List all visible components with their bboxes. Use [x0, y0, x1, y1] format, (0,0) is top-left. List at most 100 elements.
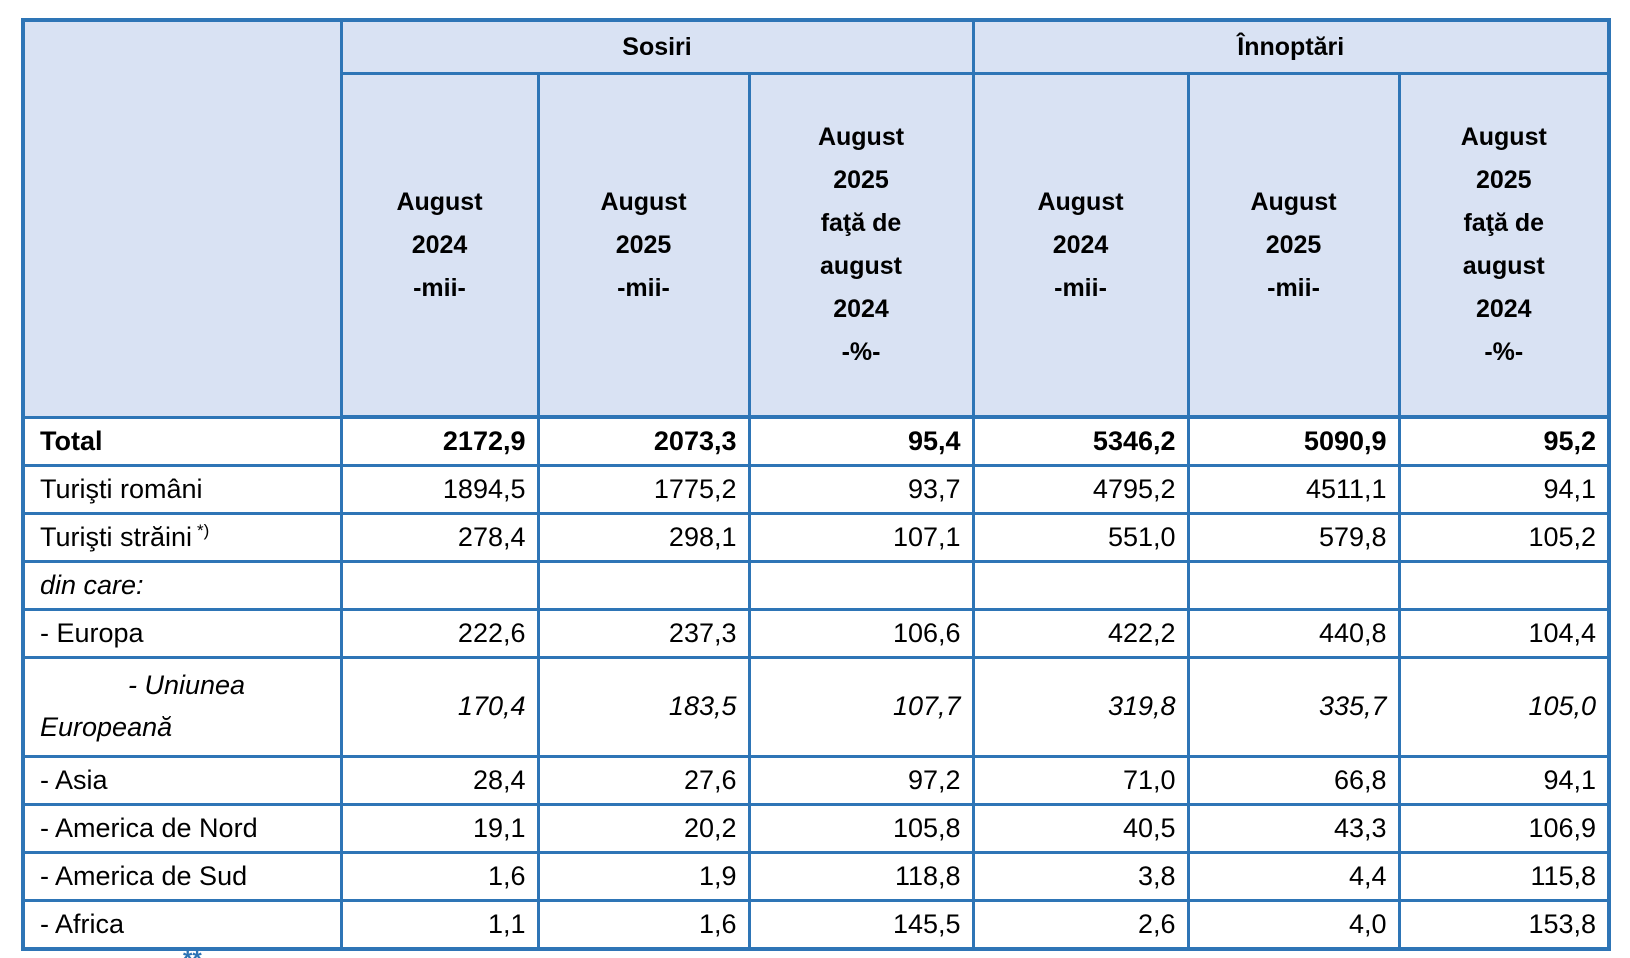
cell-value: 95,4 — [747, 415, 975, 467]
cell-value: 105,8 — [747, 802, 975, 854]
cell-value — [747, 560, 975, 611]
cell-value: 5090,9 — [1186, 415, 1401, 467]
row-label-text: - Uniunea Europeană — [40, 670, 246, 742]
cell-value: 40,5 — [971, 802, 1190, 854]
cell-value: 170,4 — [339, 656, 540, 758]
cell-value: 93,7 — [747, 464, 975, 515]
column-header-innoptari-percent: August 2025 faţă de august 2024 -%- — [1397, 72, 1611, 419]
row-label-text: - Europa — [40, 618, 144, 648]
row-label-text: - America de Nord — [40, 812, 258, 843]
row-label-text: - America de Sud — [40, 860, 248, 891]
row-label: Turişti români — [21, 464, 343, 515]
cell-value: 71,0 — [971, 754, 1190, 806]
row-label-text: - Africa — [40, 908, 125, 939]
footnote-fragment: ** — [183, 947, 243, 958]
cell-value: 237,3 — [536, 608, 751, 659]
row-label: Turişti străini *) — [21, 512, 343, 563]
cell-value: 94,1 — [1397, 754, 1611, 806]
row-label-text: - Asia — [40, 764, 108, 795]
cell-value: 1,6 — [339, 850, 540, 902]
corner-cell — [21, 18, 343, 419]
cell-value: 1,9 — [536, 850, 751, 902]
row-label: - America de Sud — [21, 850, 343, 902]
cell-value: 2,6 — [971, 898, 1190, 951]
tourism-table: Sosiri Înnoptări August 2024 -mii- Augus… — [21, 18, 1612, 951]
cell-value — [339, 560, 540, 611]
group-header-sosiri: Sosiri — [339, 18, 975, 75]
cell-value: 115,8 — [1397, 850, 1611, 902]
cell-value: 278,4 — [339, 512, 540, 563]
cell-value: 4,0 — [1186, 898, 1401, 951]
column-header-innoptari-aug2025: August 2025 -mii- — [1186, 72, 1401, 419]
cell-value: 153,8 — [1397, 898, 1611, 951]
row-label: Total — [21, 415, 343, 467]
cell-value: 5346,2 — [971, 415, 1190, 467]
cell-value: 422,2 — [971, 608, 1190, 659]
cell-value: 145,5 — [747, 898, 975, 951]
cell-value: 222,6 — [339, 608, 540, 659]
cell-value: 27,6 — [536, 754, 751, 806]
cell-value: 1,6 — [536, 898, 751, 951]
cell-value: 118,8 — [747, 850, 975, 902]
cell-value — [1186, 560, 1401, 611]
table-row: - America de Nord 19,1 20,2 105,8 40,5 43,3 10… — [21, 802, 1611, 854]
cell-value: 1775,2 — [536, 464, 751, 515]
column-header-row: August 2024 -mii- August 2025 -mii- Augu… — [23, 72, 1611, 419]
cell-value: 19,1 — [339, 802, 540, 854]
cell-value: 298,1 — [536, 512, 751, 563]
cell-value: 43,3 — [1186, 802, 1401, 854]
table-row: - Asia 28,4 27,6 97,2 71,0 66,8 94,1 — [21, 754, 1611, 806]
row-label-text: din care: — [40, 570, 144, 600]
cell-value: 105,2 — [1397, 512, 1611, 563]
cell-value: 319,8 — [971, 656, 1190, 758]
table-row: din care: — [21, 560, 1611, 611]
cell-value: 104,4 — [1397, 608, 1611, 659]
row-label: - Europa — [21, 608, 343, 659]
cell-value: 107,7 — [747, 656, 975, 758]
cell-value: 97,2 — [747, 754, 975, 806]
table-row: Turişti români 1894,5 1775,2 93,7 4795,2 4511… — [21, 464, 1611, 515]
cell-value — [536, 560, 751, 611]
cell-value: 105,0 — [1397, 656, 1611, 758]
cell-value: 2172,9 — [339, 415, 540, 467]
cell-value: 106,9 — [1397, 802, 1611, 854]
row-label: - America de Nord — [21, 802, 343, 854]
column-header-sosiri-aug2025: August 2025 -mii- — [536, 72, 751, 419]
row-label: din care: — [21, 560, 343, 611]
table-row: Turişti străini *) 278,4 298,1 107,1 551,0 579… — [21, 512, 1611, 563]
column-header-sosiri-percent: August 2025 faţă de august 2024 -%- — [747, 72, 975, 419]
cell-value: 4,4 — [1186, 850, 1401, 902]
footnote-marker: *) — [197, 521, 210, 540]
table-header: Sosiri Înnoptări August 2024 -mii- Augus… — [21, 18, 1611, 419]
cell-value: 579,8 — [1186, 512, 1401, 563]
cell-value: 4511,1 — [1186, 464, 1401, 515]
cell-value: 20,2 — [536, 802, 751, 854]
row-label: - Asia — [21, 754, 343, 806]
row-label-text: Turişti români — [40, 474, 203, 504]
cell-value: 3,8 — [971, 850, 1190, 902]
cell-value: 183,5 — [536, 656, 751, 758]
column-header-sosiri-aug2024: August 2024 -mii- — [339, 72, 540, 419]
cell-value: 94,1 — [1397, 464, 1611, 515]
table-body: Total 2172,9 2073,3 95,4 5346,2 5090,9 95,2 Tur… — [21, 415, 1611, 951]
cell-value: 440,8 — [1186, 608, 1401, 659]
cell-value: 28,4 — [339, 754, 540, 806]
table-row: - Europa 222,6 237,3 106,6 422,2 440,8 104,4 — [21, 608, 1611, 659]
cell-value: 66,8 — [1186, 754, 1401, 806]
group-header-innoptari: Înnoptări — [971, 18, 1611, 75]
table-row: - Uniunea Europeană 170,4 183,5 107,7 319,8 3… — [21, 656, 1611, 758]
cell-value — [1397, 560, 1611, 611]
row-label: - Uniunea Europeană — [21, 656, 343, 758]
table-row: - Africa 1,1 1,6 145,5 2,6 4,0 153,8 — [21, 898, 1611, 951]
cell-value: 335,7 — [1186, 656, 1401, 758]
cell-value: 4795,2 — [971, 464, 1190, 515]
group-header-row: Sosiri Înnoptări — [21, 18, 1611, 419]
cell-value — [971, 560, 1190, 611]
table-row: - America de Sud 1,6 1,9 118,8 3,8 4,4 115,8 — [21, 850, 1611, 902]
cell-value: 2073,3 — [536, 415, 751, 467]
row-label-text: Total — [40, 425, 103, 456]
cell-value: 1894,5 — [339, 464, 540, 515]
column-header-innoptari-aug2024: August 2024 -mii- — [971, 72, 1190, 419]
cell-value: 551,0 — [971, 512, 1190, 563]
